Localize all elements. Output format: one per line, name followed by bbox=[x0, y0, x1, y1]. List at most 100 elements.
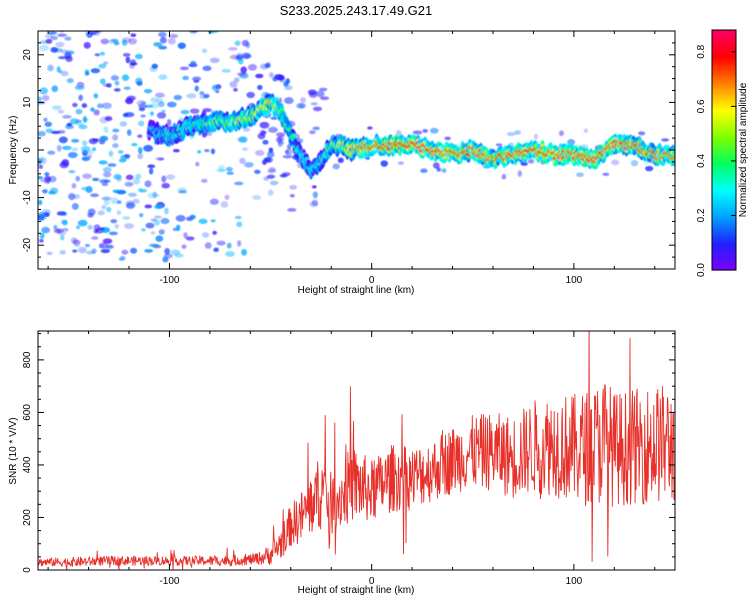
spectrogram-noise-cell bbox=[199, 91, 205, 96]
spectrogram-noise-cell bbox=[164, 207, 169, 215]
spectrogram-noise-cell bbox=[93, 109, 100, 116]
spectrogram-noise-cell bbox=[181, 244, 187, 249]
spectrogram-noise-cell bbox=[149, 243, 159, 247]
spectrogram-noise-cell bbox=[150, 97, 158, 103]
spectrogram-noise-cell bbox=[198, 218, 208, 224]
spectrogram-noise-cell bbox=[82, 118, 89, 122]
spectrogram-noise-cell bbox=[42, 94, 50, 101]
spectrogram-noise-cell bbox=[105, 244, 114, 249]
colorbar-cell bbox=[712, 160, 736, 163]
colorbar-cell bbox=[712, 34, 736, 37]
colorbar-cell bbox=[712, 32, 736, 35]
spectrogram-noise-cell bbox=[268, 189, 274, 196]
spectrogram-noise-cell bbox=[137, 147, 143, 154]
spectrogram-noise-cell bbox=[59, 161, 69, 169]
spectrogram-noise-cell bbox=[495, 143, 503, 147]
colorbar-cell bbox=[712, 256, 736, 259]
colorbar-cell bbox=[712, 120, 736, 123]
spectrogram-noise-cell bbox=[67, 151, 78, 159]
spectrogram-noise-cell bbox=[121, 37, 132, 43]
spectrogram-noise-cell bbox=[100, 38, 109, 45]
spectrogram-noise-cell bbox=[266, 151, 275, 158]
spectrogram-noise-cell bbox=[99, 135, 109, 142]
spectrogram-noise-cell bbox=[153, 42, 163, 47]
spectrogram-noise-cell bbox=[158, 45, 168, 50]
spectrogram-noise-cell bbox=[166, 119, 172, 127]
spectrogram-noise-cell bbox=[84, 71, 90, 76]
colorbar-cell bbox=[712, 118, 736, 121]
spectrogram-noise-cell bbox=[254, 169, 261, 175]
spectrogram-noise-cell bbox=[576, 172, 584, 178]
spectrogram-noise-cell bbox=[209, 57, 220, 64]
spectrogram-noise-cell bbox=[337, 157, 344, 164]
spectrogram-ridge-cell bbox=[672, 154, 675, 159]
spectrogram-noise-cell bbox=[234, 181, 244, 186]
spectrogram-noise-cell bbox=[68, 193, 76, 201]
spectrogram-noise-cell bbox=[282, 154, 293, 159]
spectrogram-noise-cell bbox=[158, 74, 168, 80]
spectrogram-noise-cell bbox=[269, 180, 279, 186]
spectrogram-noise-cell bbox=[97, 103, 104, 109]
spectrogram-y-tick-label: 0 bbox=[22, 147, 33, 153]
colorbar-gradient bbox=[712, 30, 736, 271]
spectrogram-noise-cell bbox=[57, 231, 67, 236]
spectrogram-noise-cell bbox=[39, 178, 49, 183]
spectrogram-noise-cell bbox=[312, 106, 323, 112]
spectrogram-noise-cell bbox=[312, 126, 321, 131]
spectrogram-noise-cell bbox=[154, 215, 162, 219]
spectrogram-noise-cell bbox=[429, 127, 439, 134]
spectrogram-noise-cell bbox=[38, 130, 46, 137]
spectrogram-noise-cell bbox=[78, 94, 83, 101]
spectrogram-noise-cell bbox=[166, 174, 176, 180]
spectrogram-noise-cell bbox=[309, 130, 316, 135]
spectrogram-noise-cell bbox=[517, 170, 523, 177]
spectrogram-noise-cell bbox=[533, 133, 539, 140]
spectrogram-y-label: Frequency (Hz) bbox=[8, 116, 19, 185]
spectrogram-noise-cell bbox=[137, 153, 144, 160]
spectrogram-x-label: Height of straight line (km) bbox=[298, 285, 415, 296]
colorbar-cell bbox=[712, 234, 736, 237]
spectrogram-noise-cell bbox=[57, 33, 67, 37]
colorbar-cell bbox=[712, 36, 736, 39]
spectrogram-noise-cell bbox=[247, 64, 258, 71]
spectrogram-noise-cell bbox=[81, 140, 88, 146]
snr-y-tick-label: 600 bbox=[22, 404, 33, 421]
colorbar-cell bbox=[712, 236, 736, 239]
spectrogram-noise-cell bbox=[90, 107, 95, 112]
spectrogram-noise-cell bbox=[93, 93, 99, 99]
spectrogram-noise-cell bbox=[91, 248, 97, 254]
spectrogram-noise-cell bbox=[527, 158, 535, 164]
spectrogram-noise-cell bbox=[139, 212, 144, 218]
spectrogram-noise-cell bbox=[123, 86, 131, 90]
spectrogram-noise-cell bbox=[121, 74, 130, 81]
snr-x-tick-label: 100 bbox=[566, 576, 583, 587]
spectrogram-noise-cell bbox=[311, 185, 317, 189]
spectrogram-noise-cell bbox=[225, 166, 233, 172]
colorbar-cell bbox=[712, 66, 736, 69]
spectrogram-noise-cell bbox=[254, 149, 265, 157]
spectrogram-noise-cell bbox=[114, 223, 120, 229]
spectrogram-noise-cell bbox=[98, 160, 108, 165]
spectrogram-noise-cell bbox=[266, 174, 276, 179]
colorbar-cell bbox=[712, 246, 736, 249]
spectrogram-noise-cell bbox=[77, 219, 88, 227]
spectrogram-noise-cell bbox=[244, 161, 254, 168]
spectrogram-y-tick-label: 10 bbox=[22, 96, 33, 108]
colorbar-cell bbox=[712, 168, 736, 171]
spectrogram-noise-cell bbox=[42, 189, 48, 194]
spectrogram-noise-cell bbox=[234, 215, 242, 220]
spectrogram-noise-cell bbox=[661, 138, 670, 142]
colorbar-cell bbox=[712, 40, 736, 43]
spectrogram-noise-cell bbox=[45, 38, 53, 44]
spectrogram-noise-cell bbox=[83, 20, 87, 24]
colorbar-cell bbox=[712, 80, 736, 83]
spectrogram-noise-cell bbox=[55, 41, 65, 48]
spectrogram-noise-cell bbox=[40, 157, 47, 164]
colorbar-cell bbox=[712, 62, 736, 65]
spectrogram-noise-cell bbox=[107, 163, 117, 167]
spectrogram-noise-cell bbox=[87, 212, 94, 218]
spectrogram-noise-cell bbox=[242, 147, 248, 151]
spectrogram-noise-cell bbox=[81, 103, 88, 108]
spectrogram-x-ticks: -100 0 100 bbox=[47, 31, 656, 286]
spectrogram-noise-cell bbox=[147, 164, 156, 169]
